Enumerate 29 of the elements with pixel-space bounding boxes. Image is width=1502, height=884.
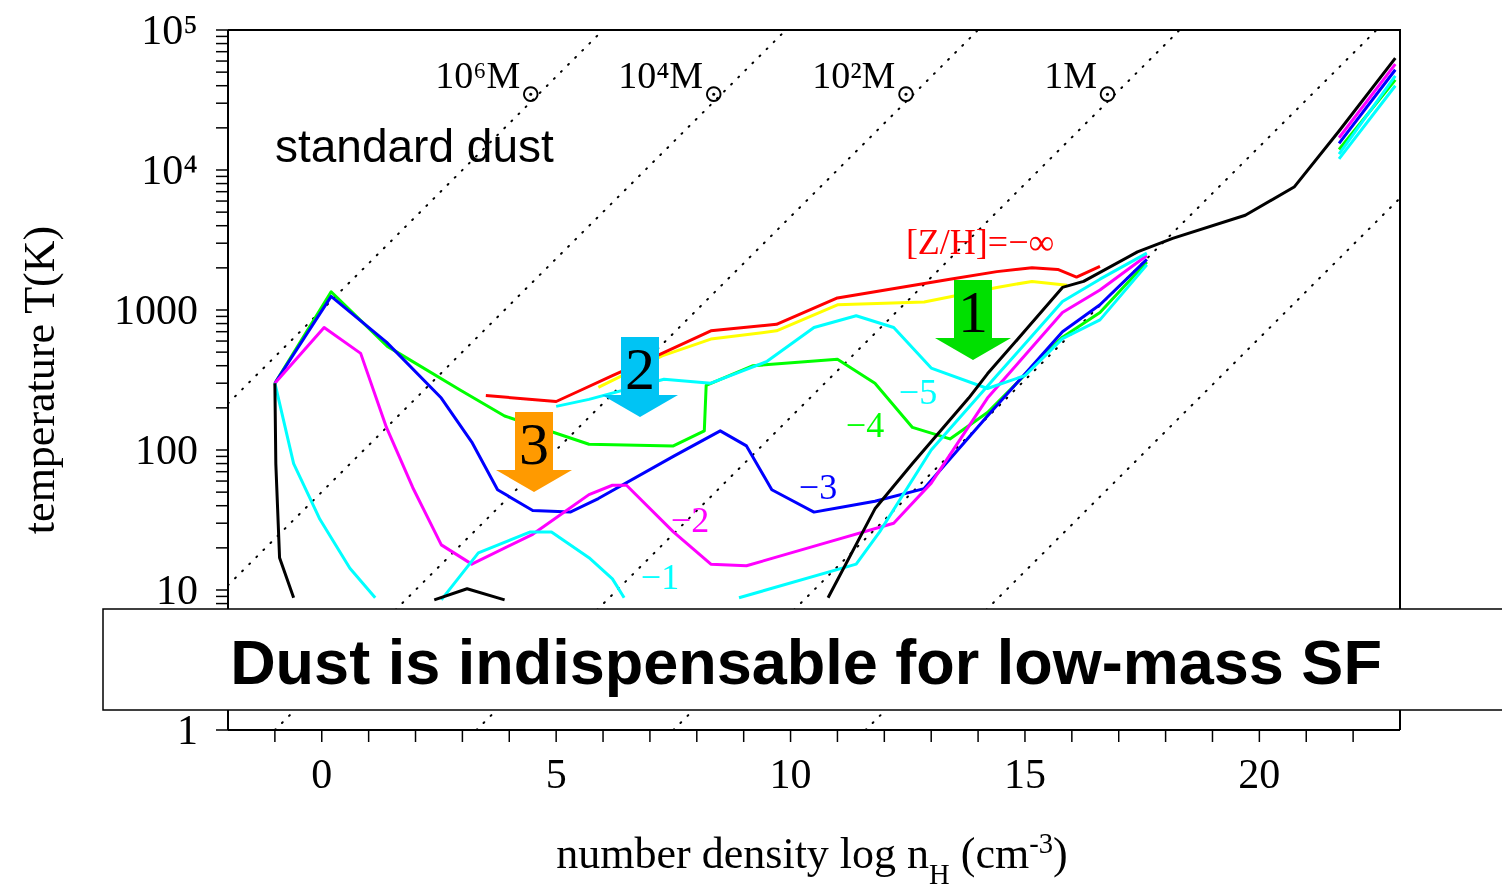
x-tick-label: 5 [545, 751, 567, 797]
line-series [484, 264, 1102, 404]
series-label: −5 [898, 372, 938, 412]
series-label: −3 [798, 467, 838, 507]
series-label: 10⁴M$_{⊙}$ [618, 54, 724, 107]
x-axis-title: number density log n$_{H}$ (cm$^{-3}$) [556, 827, 1068, 884]
series-label: −1 [640, 557, 680, 597]
y-tick-label: 100 [135, 427, 198, 473]
annotation: 2 [625, 336, 655, 402]
y-tick-label: 1000 [114, 287, 198, 333]
series-label: −4 [845, 405, 885, 445]
y-axis-title: temperature T(K) [15, 225, 64, 535]
y-tick-label: 10⁴ [141, 147, 198, 193]
series-label: 1M$_{⊙}$ [1044, 54, 1118, 107]
annotation: Dust is indispensable for low-mass SF [230, 627, 1382, 697]
series-label: 10²M$_{⊙}$ [812, 54, 917, 107]
series-label: −2 [670, 500, 710, 540]
annotation: standard dust [275, 120, 554, 172]
x-tick-label: 15 [1003, 751, 1046, 797]
y-tick-label: 10⁵ [141, 7, 198, 53]
series-label: [Z/H]=−∞ [905, 222, 1055, 262]
series-label: 10⁶M$_{⊙}$ [435, 54, 542, 107]
x-tick-label: 0 [311, 751, 333, 797]
annotation: 1 [958, 279, 988, 345]
annotation: 3 [519, 411, 549, 477]
x-tick-label: 10 [769, 751, 812, 797]
y-tick-label: 10 [156, 567, 198, 613]
y-tick-label: 1 [177, 707, 198, 753]
x-tick-label: 20 [1238, 751, 1281, 797]
